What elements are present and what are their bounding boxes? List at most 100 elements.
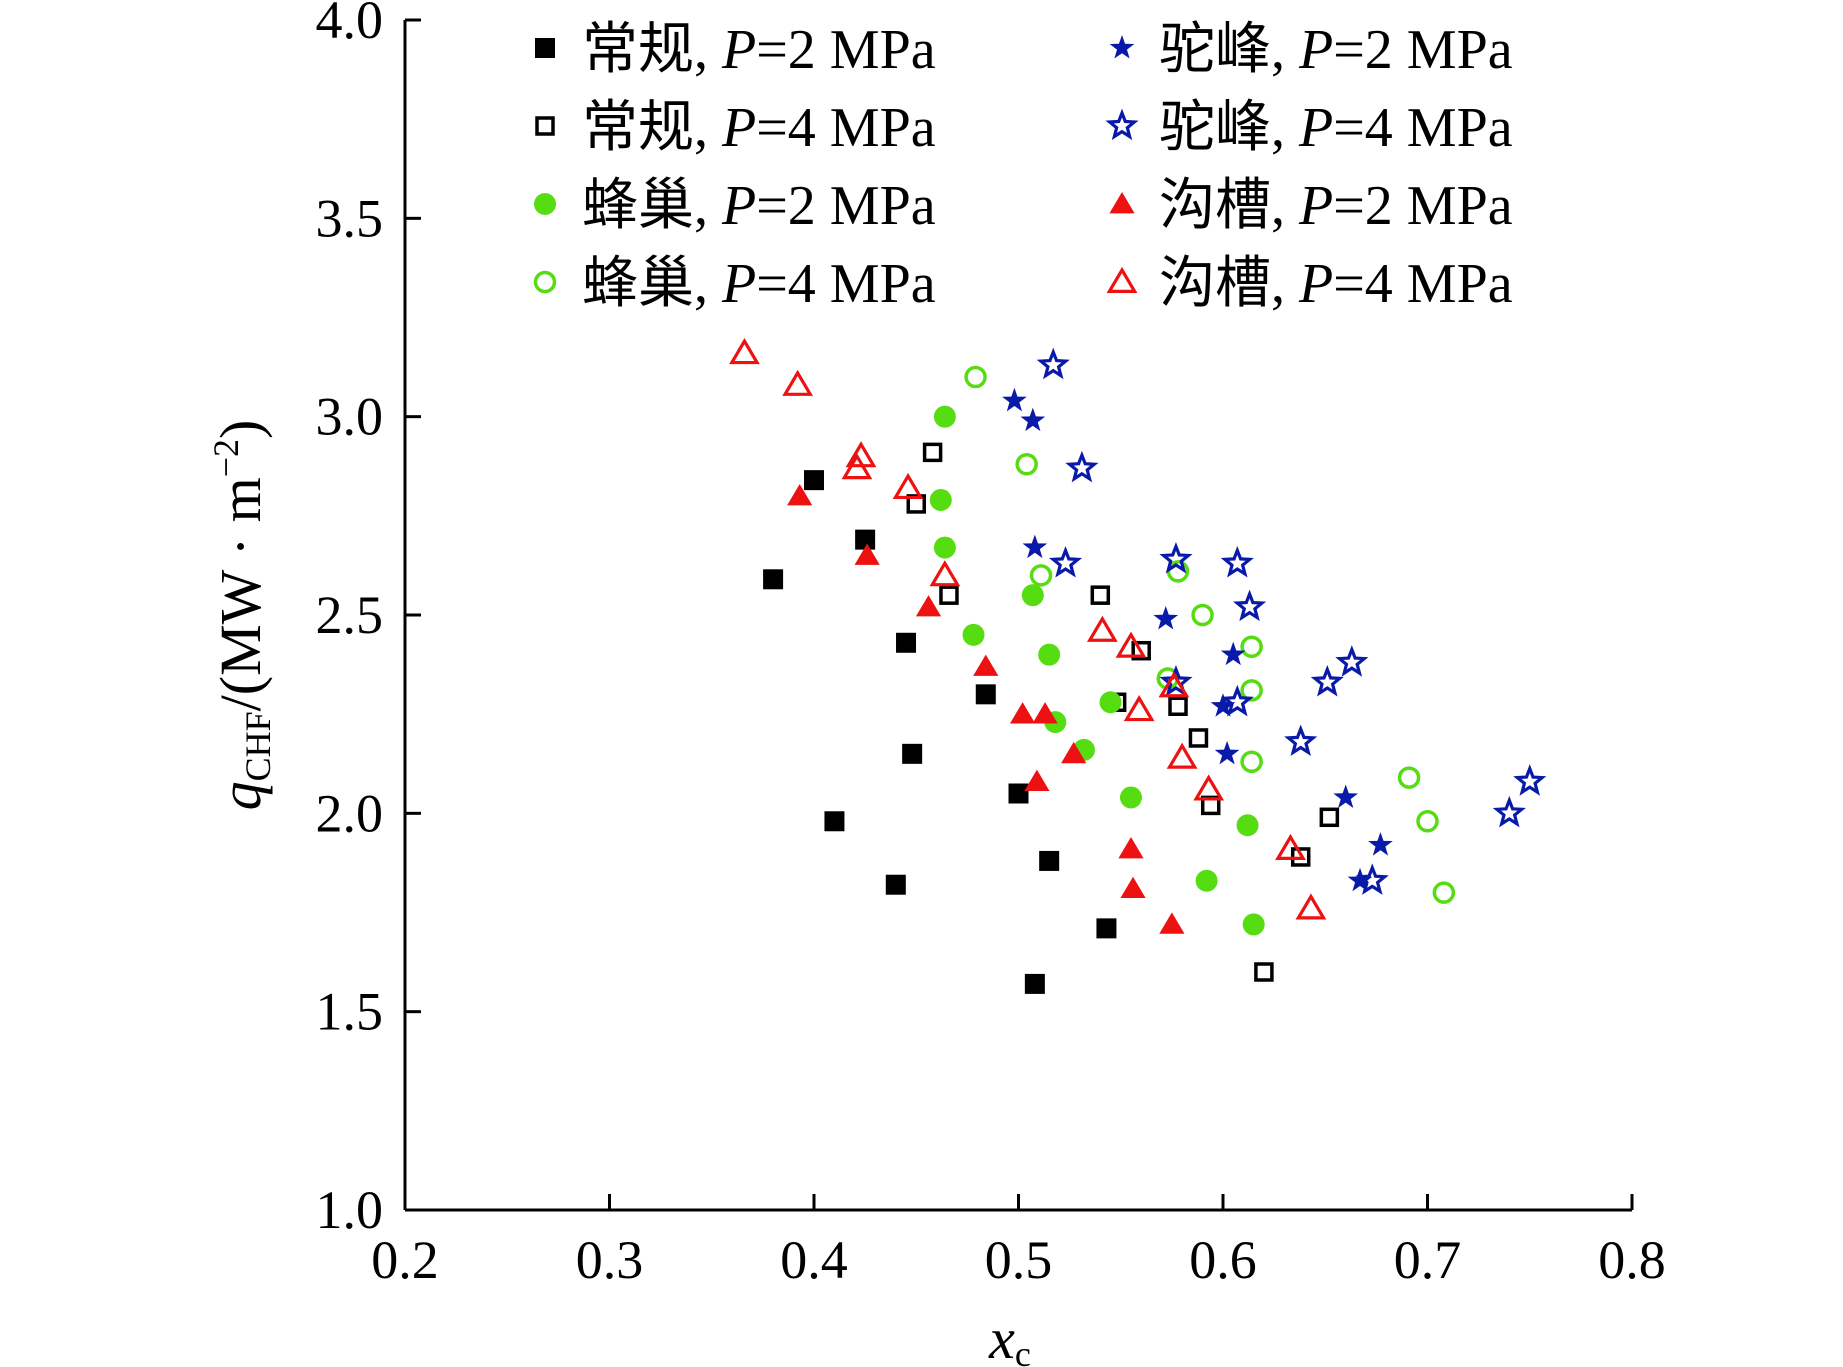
legend-marker	[535, 116, 555, 136]
y-tick-label: 3.5	[316, 188, 384, 248]
data-point	[1024, 769, 1050, 791]
data-point	[929, 560, 961, 587]
data-point	[933, 536, 956, 559]
legend-label-prefix: 驼峰,	[1159, 19, 1299, 81]
y-axis-title-exp: −2	[206, 439, 246, 477]
legend-label-prefix: 沟槽,	[1159, 253, 1299, 315]
data-point	[1159, 542, 1193, 574]
data-point	[1191, 603, 1214, 627]
x-tick-label: 0.2	[371, 1230, 439, 1290]
data-point	[1168, 696, 1188, 716]
legend-marker	[535, 38, 555, 58]
x-tick-label: 0.5	[985, 1230, 1053, 1290]
data-point	[1220, 684, 1254, 717]
data-point	[729, 338, 760, 365]
legend-label-prefix: 沟槽,	[1159, 175, 1299, 237]
data-point	[1021, 584, 1044, 607]
legend-label-p: P	[1298, 97, 1333, 159]
legend-label-prefix: 常规,	[582, 19, 722, 81]
y-axis-title-unit: /(MW · m	[208, 477, 273, 711]
legend-label: 蜂巢, P=4 MPa	[582, 253, 936, 315]
data-point	[854, 543, 880, 565]
data-point	[1015, 453, 1038, 476]
legend-marker	[1106, 266, 1138, 293]
data-point	[1275, 833, 1306, 860]
data-point	[1090, 585, 1111, 605]
data-point	[763, 569, 784, 590]
data-point	[804, 470, 824, 491]
y-axis-title-close: )	[208, 420, 273, 439]
data-point	[1096, 918, 1117, 939]
data-point	[964, 365, 987, 389]
legend-label-p: P	[1298, 175, 1333, 237]
legend-label-suffix: =4 MPa	[1333, 97, 1513, 159]
data-point	[1195, 869, 1218, 892]
x-ticks: 0.2 0.3 0.4 0.5 0.6 0.7 0.8	[371, 1194, 1666, 1290]
data-point	[1310, 665, 1344, 697]
legend-label-p: P	[721, 175, 756, 237]
legend-label-suffix: =4 MPa	[756, 97, 936, 159]
data-point	[1158, 671, 1190, 698]
legend-label-suffix: =2 MPa	[1333, 19, 1513, 81]
legend-item: 驼峰, P=2 MPa	[1109, 19, 1513, 81]
y-axis-title-sub: CHF	[238, 711, 278, 781]
data-point	[1397, 766, 1421, 789]
legend-item: 蜂巢, P=2 MPa	[534, 175, 936, 237]
y-tick-label: 2.5	[316, 585, 384, 645]
y-tick-label: 2.0	[316, 783, 384, 843]
data-point	[1086, 615, 1118, 642]
legend-label: 沟槽, P=4 MPa	[1159, 253, 1513, 315]
data-point	[1220, 641, 1246, 666]
legend-label-prefix: 蜂巢,	[582, 253, 722, 315]
y-tick-label: 3.0	[316, 387, 384, 447]
data-point	[1065, 450, 1099, 483]
data-point	[922, 442, 943, 463]
data-point	[939, 585, 959, 605]
legend-marker	[1109, 192, 1135, 214]
data-point	[1099, 691, 1122, 714]
data-point	[1416, 810, 1439, 833]
data-point	[975, 684, 996, 705]
data-point	[973, 654, 999, 676]
legend-label-prefix: 常规,	[582, 97, 722, 159]
data-point	[1188, 728, 1209, 748]
legend-label-p: P	[1298, 19, 1333, 81]
data-point	[1024, 973, 1045, 994]
series-circle-open	[964, 365, 1456, 904]
data-point	[1115, 631, 1147, 658]
data-points	[729, 338, 1547, 994]
data-point	[1038, 643, 1061, 666]
data-point	[1118, 837, 1144, 859]
legend-item: 沟槽, P=2 MPa	[1109, 175, 1513, 237]
y-ticks: 1.0 1.5 2.0 2.5 3.0 3.5 4.0	[316, 0, 421, 1240]
data-point	[902, 743, 923, 764]
data-point	[915, 595, 942, 617]
legend-label: 驼峰, P=2 MPa	[1159, 19, 1513, 81]
legend-label-prefix: 驼峰,	[1159, 97, 1299, 159]
data-point	[1153, 605, 1179, 630]
y-tick-label: 4.0	[316, 0, 384, 50]
data-point	[1036, 347, 1070, 380]
data-point	[1159, 665, 1193, 697]
data-point	[1009, 702, 1036, 724]
legend-label: 沟槽, P=2 MPa	[1159, 175, 1513, 237]
data-point	[962, 623, 985, 646]
series-square-filled	[763, 470, 1117, 994]
data-point	[841, 453, 873, 480]
data-point	[1240, 635, 1263, 658]
data-point	[1131, 640, 1151, 661]
legend-item: 蜂巢, P=4 MPa	[533, 253, 936, 315]
legend-label: 常规, P=2 MPa	[582, 19, 936, 81]
data-point	[1284, 724, 1318, 757]
y-tick-label: 1.0	[316, 1180, 384, 1240]
legend-item: 驼峰, P=4 MPa	[1105, 97, 1513, 159]
legend-label-p: P	[1298, 253, 1333, 315]
data-point	[1032, 702, 1058, 724]
data-point	[1335, 645, 1369, 677]
data-point	[892, 472, 924, 500]
legend-label: 驼峰, P=4 MPa	[1159, 97, 1513, 159]
data-point	[1333, 784, 1359, 808]
legend-item: 沟槽, P=4 MPa	[1106, 253, 1513, 315]
data-point	[1166, 742, 1198, 769]
